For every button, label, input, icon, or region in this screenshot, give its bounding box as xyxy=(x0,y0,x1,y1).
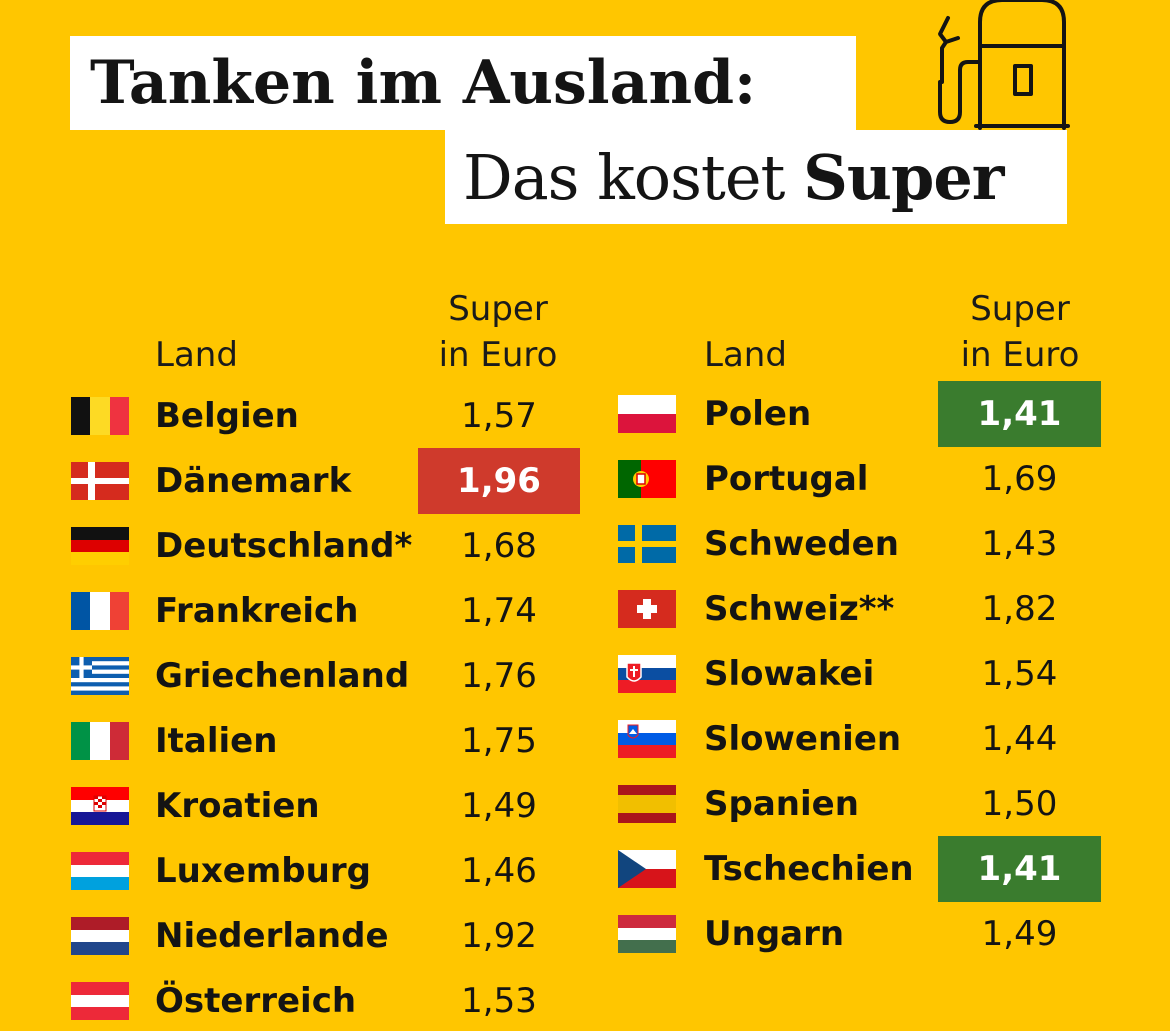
table-row: Belgien 1,57 xyxy=(0,386,1170,446)
price-value: 1,54 xyxy=(981,654,1058,694)
table-row: Frankreich 1,74 xyxy=(0,581,1170,641)
croatia-flag xyxy=(71,787,129,825)
table-row: Portugal 1,69 xyxy=(0,449,1170,509)
land-header-right: Land xyxy=(704,335,787,375)
country-name: Portugal xyxy=(704,459,869,499)
country-name: Slowenien xyxy=(704,719,902,759)
price-value: 1,49 xyxy=(461,786,537,826)
country-name: Luxemburg xyxy=(155,851,371,891)
price-highlight: 1,41 xyxy=(938,381,1101,447)
country-name: Schweiz** xyxy=(704,589,895,629)
land-header-left: Land xyxy=(155,335,238,375)
table-row: Deutschland* 1,68 xyxy=(0,516,1170,576)
price-value: 1,76 xyxy=(461,656,537,696)
austria-flag xyxy=(71,982,129,1020)
country-name: Österreich xyxy=(155,981,357,1021)
price-value: 1,74 xyxy=(461,591,537,631)
slovenia-flag xyxy=(618,720,676,758)
table-row: Griechenland 1,76 xyxy=(0,646,1170,706)
table-row: Luxemburg 1,46 xyxy=(0,841,1170,901)
country-name: Frankreich xyxy=(155,591,359,631)
price-highlight: 1,96 xyxy=(418,448,580,514)
country-name: Ungarn xyxy=(704,914,845,954)
slovakia-flag xyxy=(618,655,676,693)
price-value: 1,46 xyxy=(461,851,537,891)
table-row: Schweiz** 1,82 xyxy=(0,579,1170,639)
country-name: Griechenland xyxy=(155,656,410,696)
price-value: 1,69 xyxy=(981,459,1058,499)
price-value: 1,43 xyxy=(981,524,1058,564)
country-name: Kroatien xyxy=(155,786,320,826)
table-row: Dänemark 1,96 xyxy=(0,448,1170,514)
fuel-pump-icon xyxy=(920,0,1070,130)
table-row: Italien 1,75 xyxy=(0,711,1170,771)
germany-flag xyxy=(71,527,129,565)
table-row: Polen 1,41 xyxy=(0,381,1170,447)
country-name: Deutschland* xyxy=(155,526,413,566)
spain-flag xyxy=(618,785,676,823)
country-name: Dänemark xyxy=(155,461,352,501)
price-header-left: Super in Euro xyxy=(438,289,558,375)
price-value: 1,92 xyxy=(461,916,537,956)
hungary-flag xyxy=(618,915,676,953)
price-value: 1,50 xyxy=(981,784,1058,824)
country-name: Belgien xyxy=(155,396,299,436)
price-value: 1,75 xyxy=(461,721,537,761)
price-highlight: 1,41 xyxy=(938,836,1101,902)
greece-flag xyxy=(71,657,129,695)
portugal-flag xyxy=(618,460,676,498)
belgium-flag xyxy=(71,397,129,435)
price-value: 1,44 xyxy=(981,719,1058,759)
country-name: Tschechien xyxy=(704,849,914,889)
czechia-flag xyxy=(618,850,676,888)
country-name: Slowakei xyxy=(704,654,875,694)
sweden-flag xyxy=(618,525,676,563)
country-name: Polen xyxy=(704,394,812,434)
country-name: Schweden xyxy=(704,524,899,564)
title-emphasis: Super xyxy=(803,141,1004,214)
price-value: 1,68 xyxy=(461,526,537,566)
switzerland-flag xyxy=(618,590,676,628)
poland-flag xyxy=(618,395,676,433)
table-row: Slowakei 1,54 xyxy=(0,644,1170,704)
italy-flag xyxy=(71,722,129,760)
table-row: Österreich 1,53 xyxy=(0,971,1170,1031)
france-flag xyxy=(71,592,129,630)
country-name: Niederlande xyxy=(155,916,389,956)
denmark-flag xyxy=(71,462,129,500)
table-row: Slowenien 1,44 xyxy=(0,709,1170,769)
price-header-right: Super in Euro xyxy=(960,289,1080,375)
price-value: 1,57 xyxy=(461,396,537,436)
table-row: Spanien 1,50 xyxy=(0,774,1170,834)
price-value: 1,82 xyxy=(981,589,1058,629)
table-row: Tschechien 1,41 xyxy=(0,836,1170,902)
title-line-1: Tanken im Ausland: xyxy=(70,36,856,130)
country-name: Italien xyxy=(155,721,278,761)
table-row: Ungarn 1,49 xyxy=(0,904,1170,964)
netherlands-flag xyxy=(71,917,129,955)
table-row: Niederlande 1,92 xyxy=(0,906,1170,966)
country-name: Spanien xyxy=(704,784,859,824)
luxembourg-flag xyxy=(71,852,129,890)
table-row: Schweden 1,43 xyxy=(0,514,1170,574)
price-value: 1,53 xyxy=(461,981,537,1021)
price-value: 1,49 xyxy=(981,914,1058,954)
title-line-2: Das kostet Super xyxy=(445,130,1067,224)
table-row: Kroatien 1,49 xyxy=(0,776,1170,836)
